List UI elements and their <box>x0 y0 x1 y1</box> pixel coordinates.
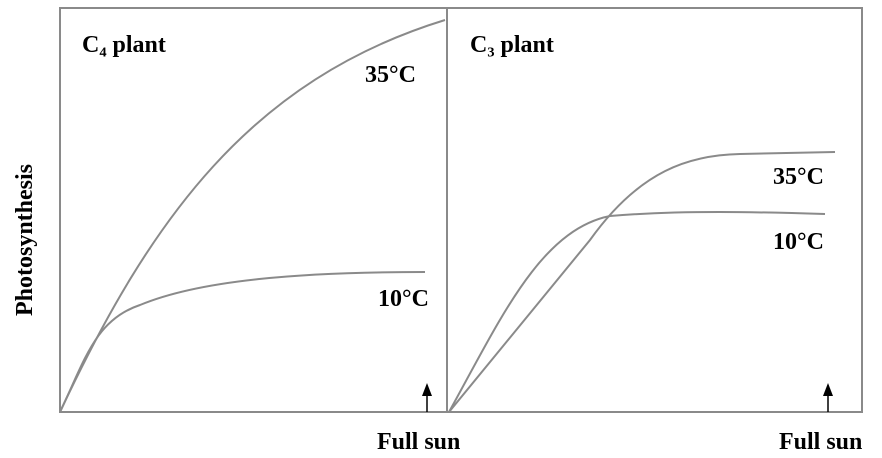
panel-title: C₄ plant <box>82 32 166 58</box>
frame <box>59 7 863 413</box>
curve-label: 35°C <box>365 62 416 88</box>
curve-label: 10°C <box>378 286 429 312</box>
curve-c4-10 <box>59 271 426 413</box>
arrowhead <box>422 383 432 396</box>
x-label: Full sun <box>377 429 460 455</box>
curve-c3-35 <box>448 151 836 413</box>
curve-c3-10 <box>448 211 826 413</box>
x-label: Full sun <box>779 429 862 455</box>
curve-label: 35°C <box>773 164 824 190</box>
panel-title: C₃ plant <box>470 32 554 58</box>
y-axis-label: Photosynthesis <box>12 164 38 316</box>
arrowhead <box>823 383 833 396</box>
curve-label: 10°C <box>773 229 824 255</box>
